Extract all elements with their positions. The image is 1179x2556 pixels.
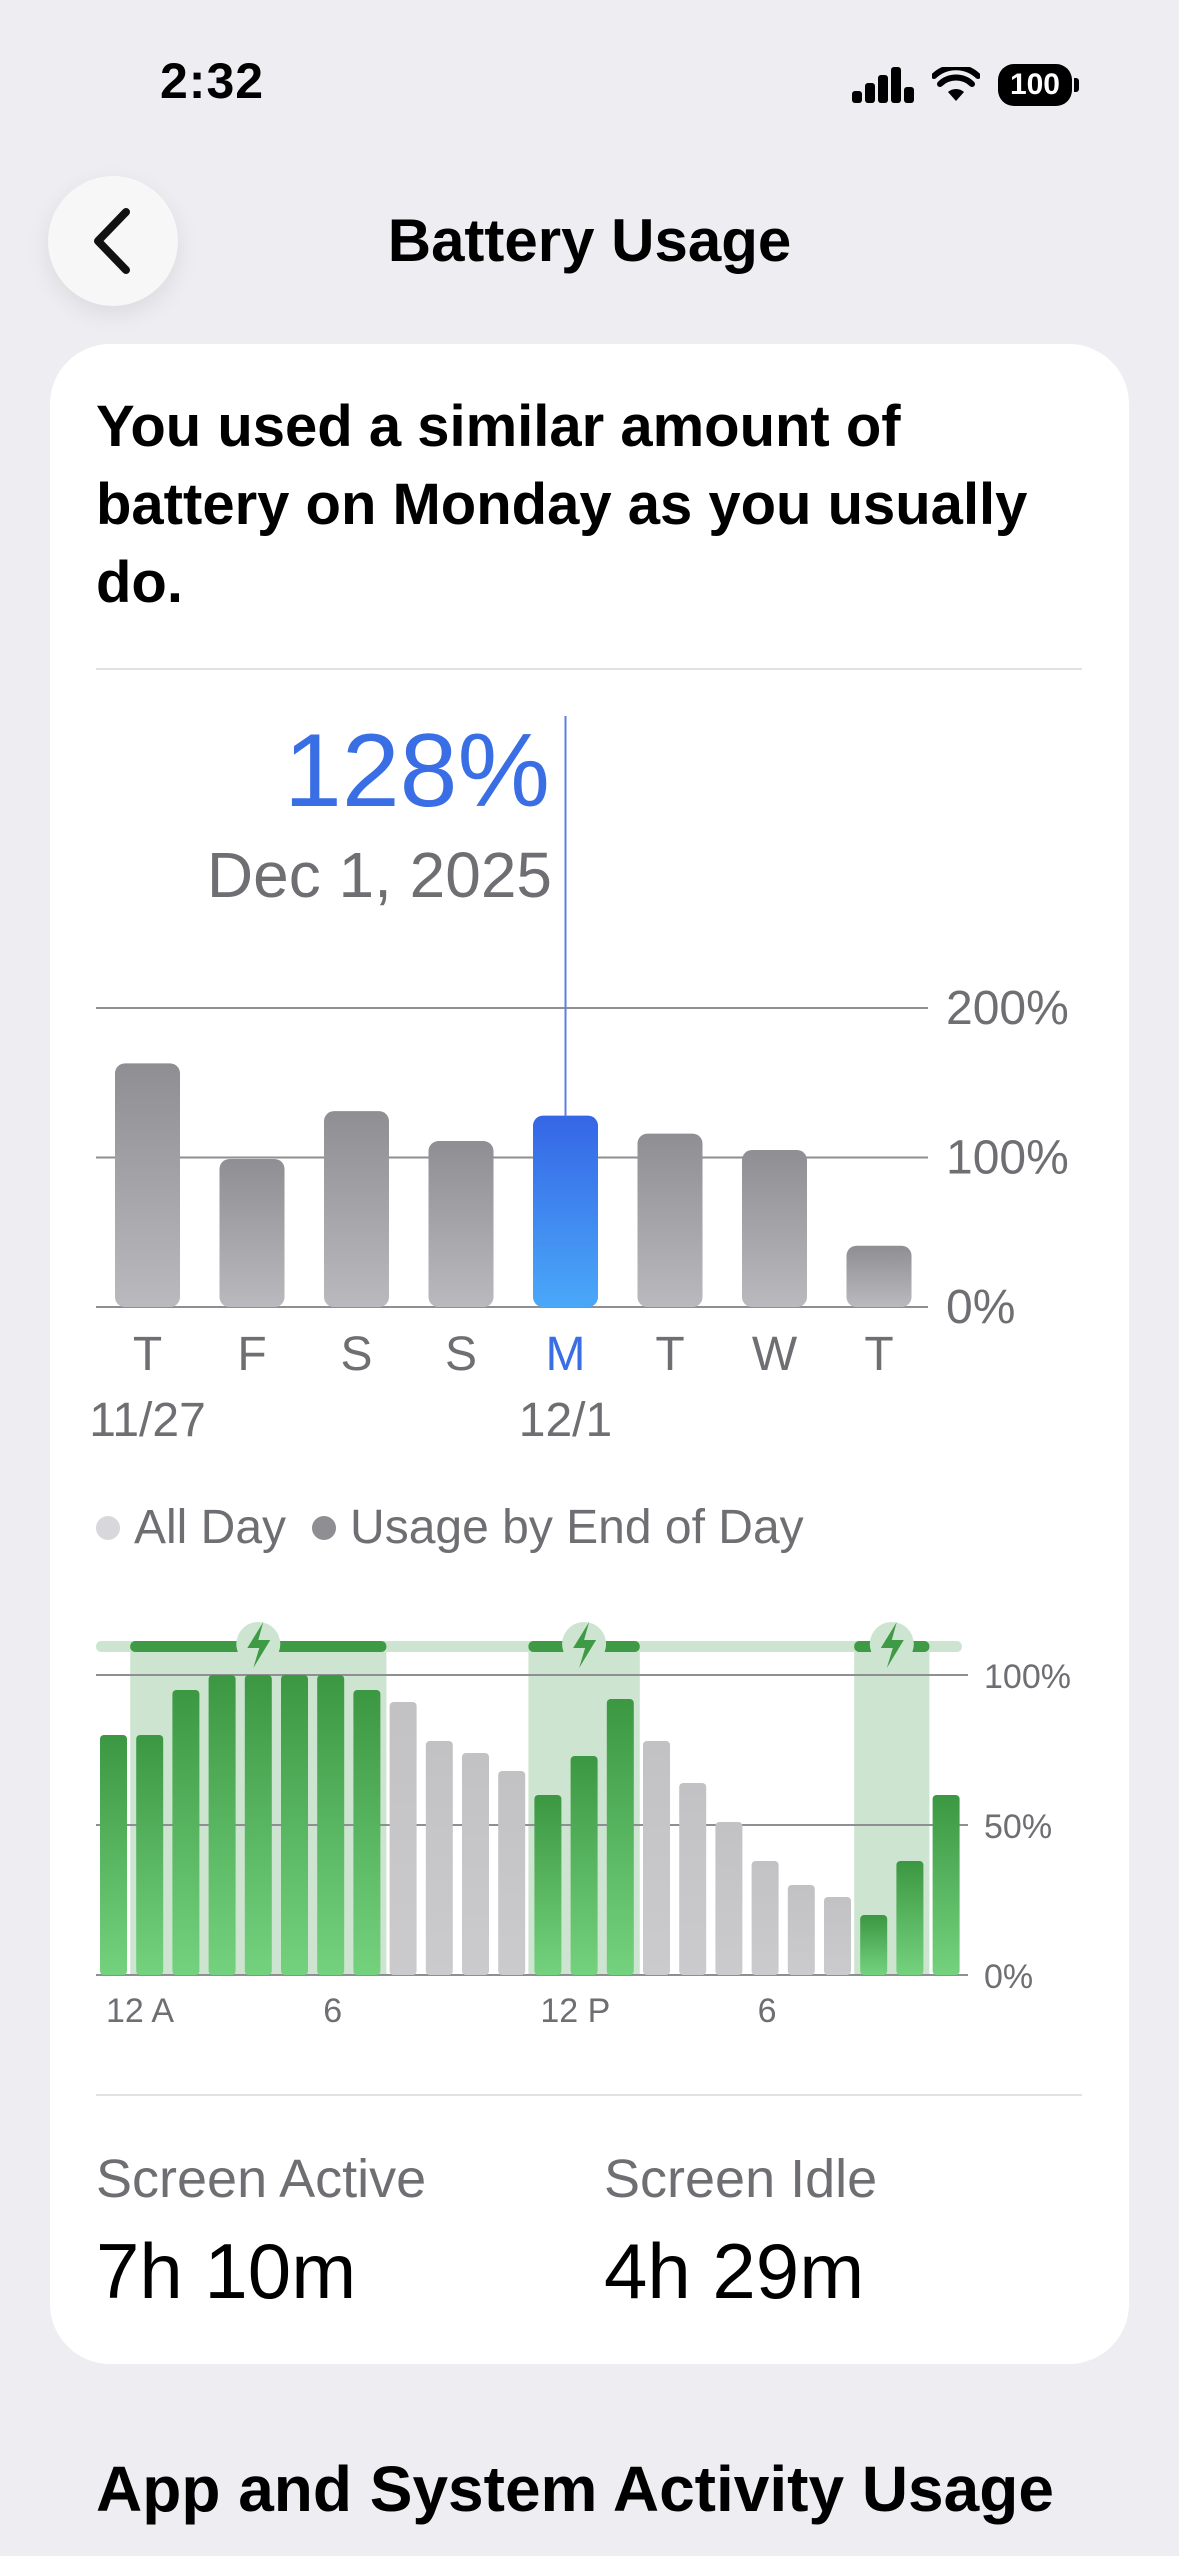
daily-x-date-label: 12/1 [519,1394,612,1447]
daily-bar[interactable] [219,1158,285,1307]
end-of-day-legend-dot [312,1515,337,1540]
lightning-bolt-icon [880,1622,904,1668]
hourly-bar-charging[interactable] [570,1756,598,1975]
hourly-x-tick-label: 12 P [540,1992,610,2030]
hourly-bar[interactable] [679,1783,707,1975]
screen-active-label: Screen Active [96,2149,427,2209]
hourly-y-tick-label: 50% [984,1808,1052,1846]
hourly-bar-charging[interactable] [208,1675,236,1975]
daily-x-day-label: T [864,1328,893,1381]
daily-bar[interactable] [115,1063,180,1307]
daily-x-day-label: S [445,1328,477,1381]
hourly-y-tick-label: 0% [984,1958,1033,1996]
battery-level: 100 [997,64,1072,106]
daily-bar[interactable] [742,1150,807,1307]
hourly-y-tick-label: 100% [984,1658,1071,1696]
daily-x-day-label: S [340,1328,372,1381]
daily-bar[interactable] [324,1111,389,1307]
hourly-bar-charging[interactable] [860,1915,888,1975]
hourly-bar[interactable] [787,1885,815,1975]
daily-usage-chart[interactable]: 200% 100% 0% T 11/27 F S S M 12/1 T W T [0,700,1179,1460]
screen-idle-value: 4h 29m [604,2227,865,2315]
daily-y-tick-label: 0% [946,1281,1015,1334]
app-activity-section-title: App and System Activity Usage [96,2453,1054,2525]
hourly-bar[interactable] [751,1861,779,1975]
hourly-battery-level-chart[interactable]: 100% 50% 0% 12 A 6 12 P 6 [0,1600,1179,2040]
divider [96,2094,1082,2096]
all-day-legend-label: All Day [134,1501,287,1554]
status-icons: 100 [851,64,1079,106]
hourly-bar-charging[interactable] [606,1699,634,1975]
usage-summary-headline: You used a similar amount of battery on … [96,394,1028,615]
lightning-bolt-icon [573,1622,597,1668]
lightning-bolt-icon [247,1622,271,1668]
daily-bar-selected[interactable] [533,1115,598,1307]
hourly-x-tick-label: 12 A [106,1992,174,2030]
battery-icon: 100 [997,64,1079,106]
hourly-bar-charging[interactable] [353,1690,381,1975]
selected-usage-value: 128% [284,713,550,829]
daily-bar[interactable] [846,1245,912,1307]
daily-x-day-label: T [655,1328,684,1381]
daily-x-day-label: F [237,1328,266,1381]
hourly-bar[interactable] [824,1897,851,1975]
page-title: Battery Usage [387,207,792,274]
hourly-bar-charging[interactable] [136,1735,164,1975]
hourly-bar-charging[interactable] [932,1795,960,1975]
daily-bar[interactable] [637,1133,703,1307]
all-day-legend-dot [96,1515,120,1540]
hourly-bar-charging[interactable] [244,1675,272,1975]
hourly-bar[interactable] [498,1771,526,1975]
hourly-bar-charging[interactable] [317,1675,345,1975]
hourly-bar[interactable] [425,1741,453,1975]
divider [96,668,1082,670]
selected-date: Dec 1, 2025 [206,839,552,911]
screen-idle-label: Screen Idle [604,2149,878,2209]
hourly-bar-charging[interactable] [172,1690,200,1975]
wifi-icon [931,67,980,101]
hourly-bar[interactable] [643,1741,670,1975]
daily-x-day-label: M [546,1328,586,1381]
hourly-bar-charging[interactable] [534,1795,562,1975]
hourly-bar[interactable] [715,1822,743,1975]
hourly-bar[interactable] [389,1702,417,1975]
back-button[interactable] [48,176,178,306]
hourly-x-tick-label: 6 [323,1992,342,2030]
hourly-bar-charging[interactable] [281,1675,308,1975]
screen-active-value: 7h 10m [96,2227,357,2315]
daily-y-tick-label: 100% [946,1132,1069,1185]
daily-y-tick-label: 200% [946,982,1069,1035]
chart-legend: All Day Usage by End of Day [96,1500,804,1555]
status-time: 2:32 [160,53,265,109]
daily-x-date-label: 11/27 [89,1394,206,1447]
battery-summary-card [50,344,1129,2364]
daily-x-day-label: W [752,1328,798,1381]
daily-bar[interactable] [428,1141,494,1307]
end-of-day-legend-label: Usage by End of Day [350,1501,804,1554]
hourly-bar-charging[interactable] [100,1735,127,1975]
hourly-bar[interactable] [462,1753,489,1975]
cellular-signal-icon [851,67,914,103]
hourly-x-tick-label: 6 [758,1992,777,2030]
chevron-left-icon [94,208,130,274]
hourly-bar-charging[interactable] [896,1861,924,1975]
daily-x-day-label: T [133,1328,162,1381]
